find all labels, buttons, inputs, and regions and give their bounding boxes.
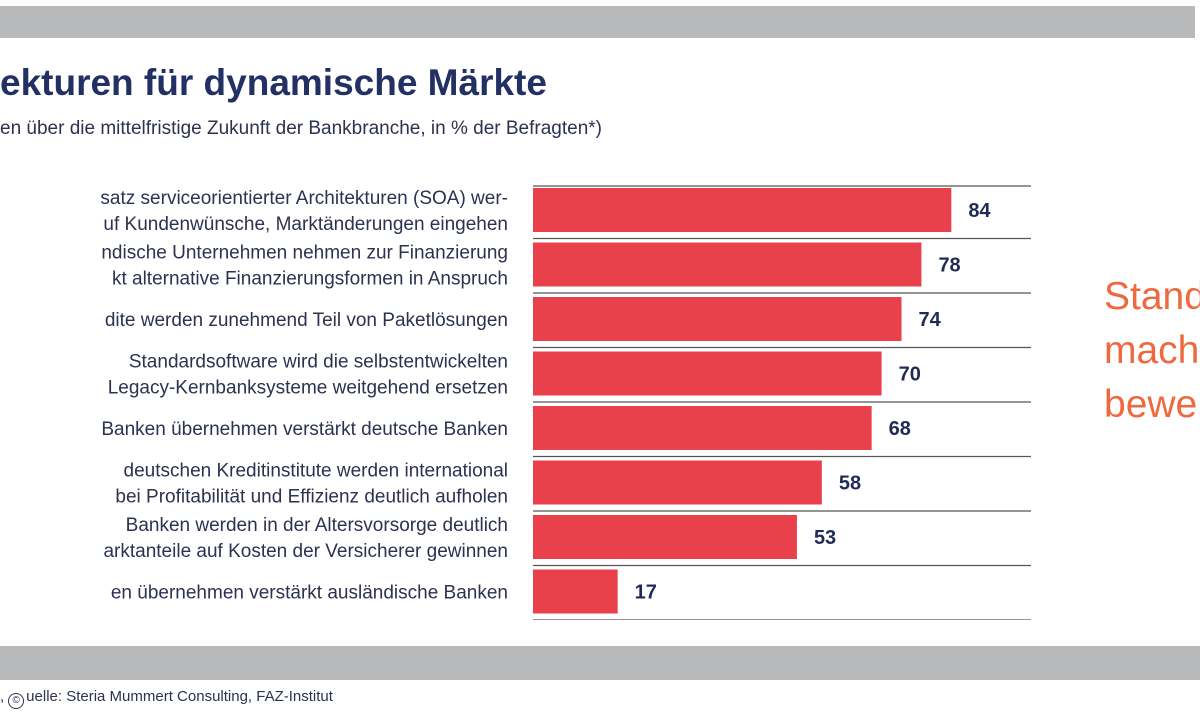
value-label-0: 84	[968, 200, 991, 222]
category-label-6-1: arktanteile auf Kosten der Versicherer g…	[103, 541, 508, 562]
side-text-line-3: bewe	[1104, 383, 1198, 426]
category-label-0-0: satz serviceorientierter Architekturen (…	[100, 188, 508, 209]
bar-6	[533, 515, 797, 559]
category-label-5-1: bei Profitabilität und Effizienz deutlic…	[115, 487, 508, 508]
value-label-2: 74	[919, 309, 942, 331]
category-label-7-0: en übernehmen verstärkt ausländische Ban…	[111, 583, 508, 604]
bar-7	[533, 569, 618, 614]
bar-2	[533, 297, 902, 341]
bar-1	[533, 242, 922, 287]
chart-subtitle: en über die mittelfristige Zukunft der B…	[0, 118, 602, 139]
category-label-6-0: Banken werden in der Altersvorsorge deut…	[126, 515, 508, 536]
value-label-5: 58	[839, 473, 861, 495]
category-label-1-0: ndische Unternehmen nehmen zur Finanzier…	[101, 243, 508, 264]
source-prefix: ,	[0, 688, 5, 705]
bottom-gray-band	[0, 646, 1200, 680]
category-label-5-0: deutschen Kreditinstitute werden interna…	[124, 461, 508, 482]
value-label-3: 70	[899, 364, 921, 386]
category-label-4-0: Banken übernehmen verstärkt deutsche Ban…	[101, 419, 508, 440]
top-gray-band	[0, 6, 1195, 38]
bar-chart: 84 satz serviceorientierter Architekturen…	[100, 185, 1031, 620]
copyright-icon: ©	[8, 693, 25, 709]
source-text: uelle: Steria Mummert Consulting, FAZ-In…	[26, 688, 333, 705]
value-label-1: 78	[938, 255, 960, 277]
category-label-2-0: dite werden zunehmend Teil von Paketlösu…	[105, 310, 508, 331]
bar-5	[533, 460, 822, 505]
chart-title: ekturen für dynamische Märkte	[0, 62, 547, 103]
bar-4	[533, 406, 872, 450]
source-note: , © uelle: Steria Mummert Consulting, FAZ-…	[0, 688, 333, 709]
value-label-7: 17	[635, 582, 657, 604]
category-label-3-1: Legacy-Kernbanksysteme weitgehend ersetz…	[108, 378, 508, 399]
bar-0	[533, 188, 952, 232]
side-teaser-text: Stand mach bewe	[1104, 270, 1200, 432]
value-label-4: 68	[889, 418, 911, 440]
side-text-line-1: Stand	[1104, 275, 1200, 318]
side-text-line-2: mach	[1104, 329, 1200, 372]
value-label-6: 53	[814, 527, 836, 549]
bar-3	[533, 351, 882, 396]
category-label-0-1: uf Kundenwünsche, Marktänderungen eingeh…	[103, 214, 508, 235]
category-label-3-0: Standardsoftware wird die selbstentwicke…	[129, 352, 508, 373]
category-label-1-1: kt alternative Finanzierungsformen in An…	[112, 269, 508, 290]
